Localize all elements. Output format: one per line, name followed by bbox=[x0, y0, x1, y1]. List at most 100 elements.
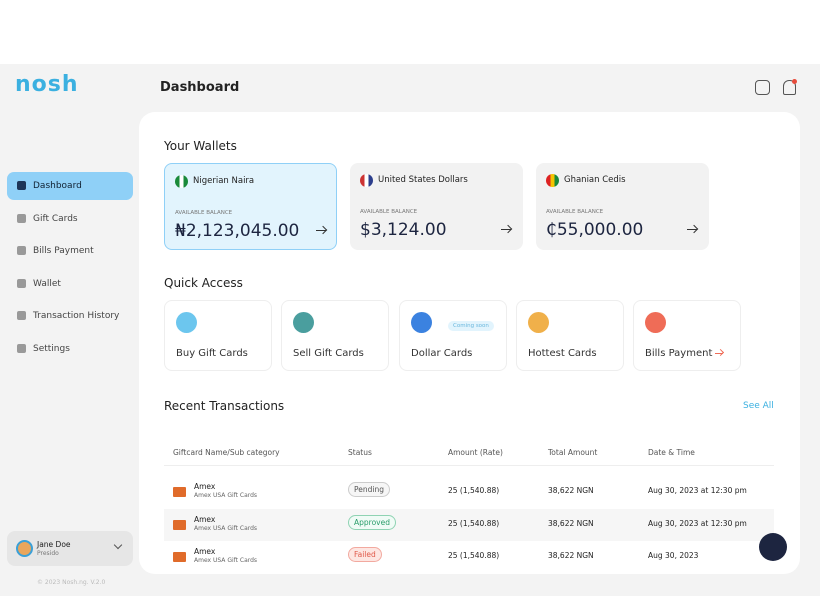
arrow-head bbox=[503, 224, 513, 234]
see-all[interactable]: See All bbox=[743, 401, 774, 411]
footer: © 2023 Nosh.ng. V.2.0 bbox=[37, 579, 106, 586]
user-box[interactable]: Jane Doe Presido bbox=[7, 531, 133, 566]
transaction-row[interactable]: Amex Amex USA Gift Cards Pending 25 (1,540.… bbox=[164, 476, 774, 508]
wallet-card[interactable]: United States Dollars AVAILABLE BALANCE $3… bbox=[350, 163, 523, 250]
wallet-card[interactable]: Nigerian Naira AVAILABLE BALANCE ₦2,123,04… bbox=[164, 163, 337, 250]
card-sub: Amex USA Gift Cards bbox=[194, 524, 258, 532]
balance: $3,124.00 bbox=[360, 220, 447, 240]
status: Pending bbox=[348, 482, 390, 497]
date: Aug 30, 2023 bbox=[648, 551, 699, 560]
column-header: Date & Time bbox=[648, 448, 695, 457]
chart-icon[interactable] bbox=[755, 80, 770, 95]
nav-label: Gift Cards bbox=[33, 214, 78, 224]
total: 38,622 NGN bbox=[548, 486, 594, 495]
arrow bbox=[715, 353, 723, 354]
quick-card[interactable]: Dollar Cards Coming soon bbox=[399, 300, 507, 371]
flag bbox=[546, 174, 559, 187]
transaction-row[interactable]: Amex Amex USA Gift Cards Failed 25 (1,540.8… bbox=[164, 541, 774, 573]
amount: 25 (1,540.88) bbox=[448, 551, 500, 560]
quick-card[interactable]: Bills Payment bbox=[633, 300, 741, 371]
column-header: Total Amount bbox=[548, 448, 598, 457]
avatar bbox=[16, 540, 33, 557]
card-icon bbox=[173, 487, 186, 497]
chevron bbox=[113, 540, 123, 550]
user-name: Jane Doe bbox=[37, 540, 71, 549]
nav-icon bbox=[17, 214, 26, 223]
nav-label: Transaction History bbox=[33, 311, 120, 321]
section-title: Quick Access bbox=[164, 276, 243, 290]
quick-label: Buy Gift Cards bbox=[176, 348, 248, 359]
column-header: Giftcard Name/Sub category bbox=[173, 448, 280, 457]
nav-icon bbox=[17, 279, 26, 288]
quick-card[interactable]: Hottest Cards bbox=[516, 300, 624, 371]
currency-name: Ghanian Cedis bbox=[564, 175, 626, 185]
column-header: Status bbox=[348, 448, 372, 457]
bell-icon[interactable] bbox=[783, 80, 796, 95]
column-header: Amount (Rate) bbox=[448, 448, 503, 457]
nav-item[interactable]: Transaction History bbox=[7, 302, 133, 330]
nav-item[interactable]: Wallet bbox=[7, 270, 133, 298]
section-title: Recent Transactions bbox=[164, 399, 285, 413]
card-sub: Amex USA Gift Cards bbox=[194, 492, 258, 499]
amount: 25 (1,540.88) bbox=[448, 486, 500, 495]
arrow-head bbox=[689, 224, 699, 234]
balance-label: AVAILABLE BALANCE bbox=[175, 210, 233, 216]
currency-name: Nigerian Naira bbox=[193, 176, 255, 186]
main-card: Your Wallets Nigerian Naira AVAILABLE BALA… bbox=[139, 112, 800, 574]
quick-label: Bills Payment bbox=[645, 348, 713, 359]
quick-icon bbox=[528, 312, 549, 333]
badge: Coming soon bbox=[448, 321, 494, 331]
card-sub: Amex USA Gift Cards bbox=[194, 557, 258, 564]
transaction-row[interactable]: Amex Amex USA Gift Cards Approved 25 (1,540… bbox=[164, 508, 774, 541]
amount: 25 (1,540.88) bbox=[448, 518, 500, 528]
arrow-head bbox=[318, 225, 328, 235]
total: 38,622 NGN bbox=[548, 551, 594, 560]
nav-item[interactable]: Settings bbox=[7, 335, 133, 363]
section-title: Your Wallets bbox=[164, 139, 237, 153]
quick-label: Hottest Cards bbox=[528, 348, 597, 359]
quick-label: Dollar Cards bbox=[411, 348, 473, 359]
balance: ₵55,000.00 bbox=[546, 220, 644, 240]
quick-icon bbox=[293, 312, 314, 333]
card-name: Amex bbox=[194, 547, 216, 556]
divider bbox=[164, 465, 774, 466]
flag bbox=[175, 175, 188, 188]
status: Approved bbox=[348, 514, 396, 530]
quick-label: Sell Gift Cards bbox=[293, 348, 364, 359]
status: Failed bbox=[348, 547, 382, 562]
card-icon bbox=[173, 552, 186, 562]
nav-item[interactable]: Gift Cards bbox=[7, 205, 133, 233]
nav-icon bbox=[17, 344, 26, 353]
quick-icon bbox=[411, 312, 432, 333]
user-role: Presido bbox=[37, 550, 59, 557]
nav-label: Wallet bbox=[33, 279, 61, 289]
wallet-card[interactable]: Ghanian Cedis AVAILABLE BALANCE ₵55,000.00 bbox=[536, 163, 709, 250]
card-icon bbox=[173, 519, 186, 530]
card-name: Amex bbox=[194, 482, 216, 491]
balance: ₦2,123,045.00 bbox=[175, 221, 300, 241]
nav-icon bbox=[17, 311, 26, 320]
date: Aug 30, 2023 at 12:30 pm bbox=[648, 486, 747, 495]
logo[interactable]: nosh bbox=[15, 72, 79, 97]
quick-card[interactable]: Buy Gift Cards bbox=[164, 300, 272, 371]
nav-label: Bills Payment bbox=[33, 246, 94, 256]
flag bbox=[360, 174, 373, 187]
arrow bbox=[501, 229, 511, 230]
chat-button[interactable] bbox=[759, 533, 787, 561]
quick-icon bbox=[645, 312, 666, 333]
arrow bbox=[687, 229, 697, 230]
nav-item[interactable]: Bills Payment bbox=[7, 237, 133, 265]
date: Aug 30, 2023 at 12:30 pm bbox=[648, 518, 747, 528]
page-title: Dashboard bbox=[160, 80, 240, 95]
notification-dot bbox=[792, 79, 797, 84]
total: 38,622 NGN bbox=[548, 518, 594, 528]
nav-icon bbox=[17, 181, 26, 190]
currency-name: United States Dollars bbox=[378, 175, 468, 185]
quick-card[interactable]: Sell Gift Cards bbox=[281, 300, 389, 371]
nav-icon bbox=[17, 246, 26, 255]
balance-label: AVAILABLE BALANCE bbox=[360, 209, 418, 215]
nav-item[interactable]: Dashboard bbox=[7, 172, 133, 200]
balance-label: AVAILABLE BALANCE bbox=[546, 209, 604, 215]
arrow bbox=[316, 230, 326, 231]
